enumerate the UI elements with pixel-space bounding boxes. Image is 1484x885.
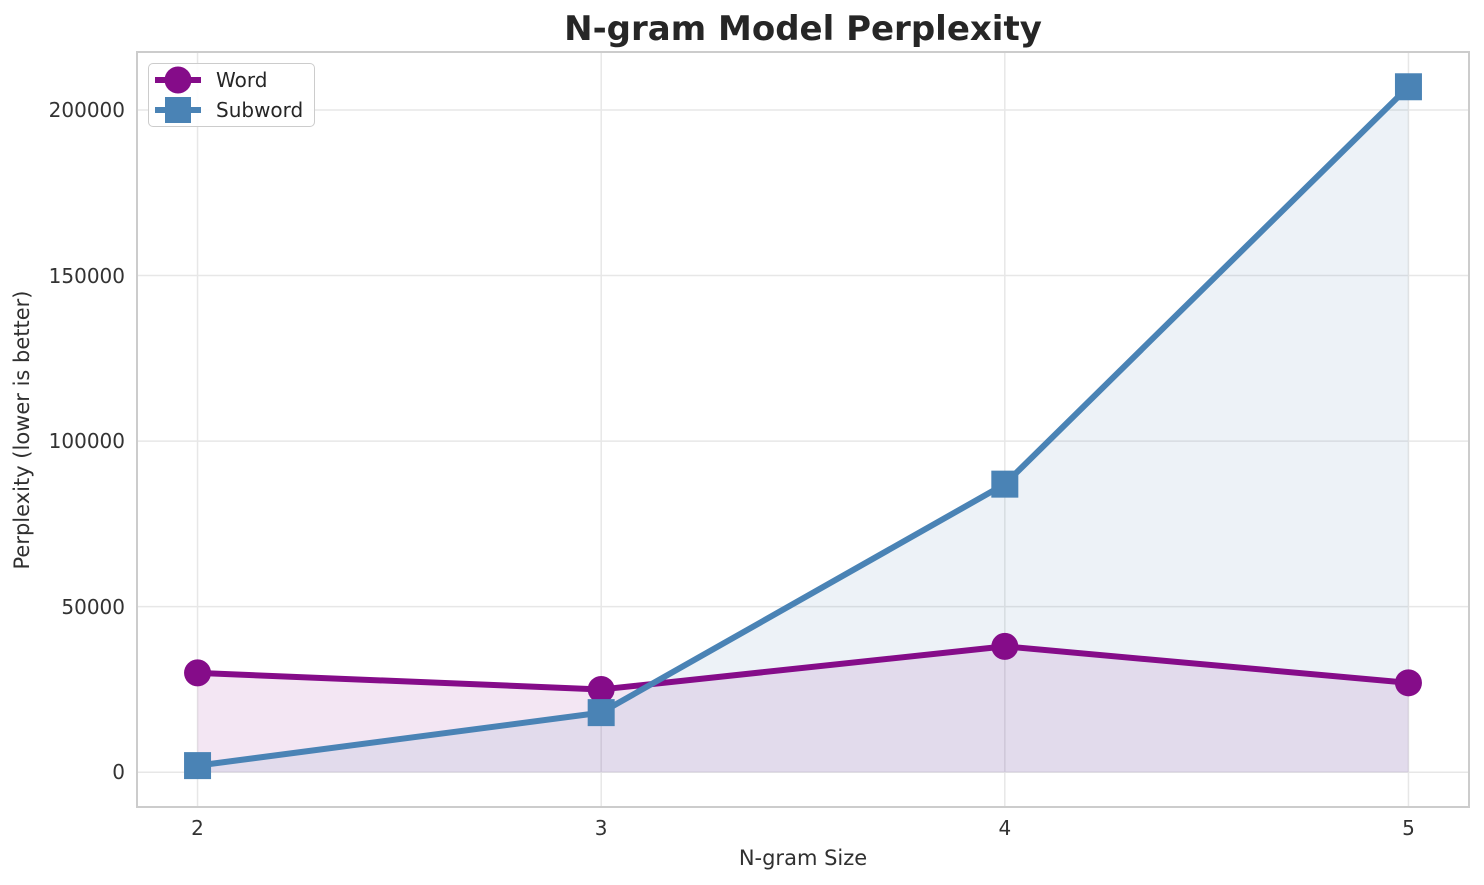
plot-frame	[136, 51, 1470, 808]
x-tick-label: 4	[998, 816, 1012, 840]
subword-marker	[587, 699, 615, 727]
word-marker	[587, 675, 615, 703]
y-tick-label: 0	[112, 760, 125, 785]
y-tick-label: 50000	[61, 594, 125, 619]
x-tick-label: 2	[191, 816, 204, 840]
chart-title: N-gram Model Perplexity	[564, 9, 1042, 49]
legend-item-word: Word	[153, 65, 310, 95]
word-area-fill	[197, 646, 1409, 773]
subword-marker	[184, 752, 212, 780]
word-line	[197, 643, 1409, 693]
subword-area-fill	[197, 86, 1409, 773]
word-marker	[991, 632, 1019, 660]
x-tick-label: 5	[1402, 816, 1415, 840]
x-tick-label: 3	[594, 816, 608, 840]
subword-line	[197, 84, 1411, 769]
legend: Word Subword	[148, 63, 315, 127]
legend-label-subword: Subword	[216, 98, 304, 122]
x-axis-label: N-gram Size	[738, 846, 868, 870]
subword-legend-marker-icon	[155, 97, 201, 123]
y-tick-label: 100000	[48, 429, 125, 454]
word-marker	[184, 659, 212, 687]
legend-item-subword: Subword	[153, 95, 310, 125]
y-tick-label: 200000	[48, 97, 125, 122]
subword-marker	[991, 470, 1019, 498]
word-legend-marker-icon	[155, 66, 201, 94]
y-tick-label: 150000	[48, 263, 125, 288]
subword-marker	[1394, 73, 1422, 101]
word-marker	[1394, 669, 1422, 697]
legend-label-word: Word	[216, 68, 268, 92]
